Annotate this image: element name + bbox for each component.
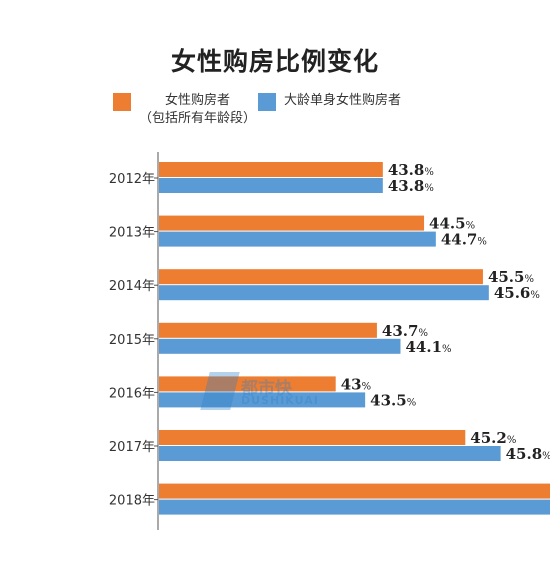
- data-label-unit: %: [442, 344, 452, 355]
- data-label-female-2017: 45.2%: [470, 429, 516, 447]
- legend-sublabel-all-ages: （包括所有年龄段）: [139, 111, 257, 126]
- data-label-unit: %: [542, 451, 550, 462]
- data-label-older-single-2013: 44.7%: [441, 231, 487, 249]
- data-label-unit: %: [466, 221, 476, 232]
- bar-female-2014: [159, 269, 483, 285]
- bar-female-2017: [159, 430, 466, 445]
- bar-female-2018: [159, 483, 550, 499]
- bar-older-single-2017: [159, 446, 501, 461]
- legend-swatch-orange: [113, 93, 131, 111]
- data-label-unit: %: [418, 328, 428, 339]
- category-label-2015: 2015年: [109, 333, 155, 348]
- category-label-2017: 2017年: [109, 440, 155, 455]
- data-label-older-single-2016: 43.5%: [370, 391, 416, 409]
- data-label-unit: %: [424, 167, 434, 178]
- legend-label-older-single-female-buyers: 大龄单身女性购房者: [284, 93, 402, 108]
- data-label-unit: %: [424, 183, 434, 194]
- legend-label-female-buyers: 女性购房者: [165, 93, 231, 108]
- category-label-2016: 2016年: [109, 386, 155, 401]
- bar-older-single-2012: [159, 178, 383, 193]
- legend-item-female-buyers: 女性购房者 （包括所有年龄段）: [113, 92, 256, 128]
- bar-female-2013: [159, 215, 425, 231]
- data-label-unit: %: [477, 237, 487, 248]
- category-label-2018: 2018年: [109, 494, 155, 509]
- data-label-unit: %: [362, 381, 372, 392]
- category-label-2014: 2014年: [109, 279, 155, 294]
- bar-older-single-2015: [159, 338, 401, 354]
- data-label-older-single-2014: 45.6%: [494, 284, 540, 302]
- data-label-unit: %: [407, 397, 417, 408]
- bar-older-single-2016: [159, 392, 366, 408]
- data-label-older-single-2017: 45.8%: [506, 445, 550, 463]
- bar-female-2012: [159, 162, 383, 177]
- data-label-female-2015: 43.7%: [382, 322, 428, 340]
- data-label-female-2016: 43%: [341, 375, 371, 393]
- data-label-older-single-2015: 44.1%: [405, 338, 451, 356]
- data-label-unit: %: [507, 435, 517, 446]
- category-label-2013: 2013年: [109, 226, 155, 241]
- data-label-older-single-2012: 43.8%: [388, 177, 434, 195]
- data-label-female-2012: 43.8%: [388, 161, 434, 179]
- category-label-2012: 2012年: [109, 172, 155, 187]
- bar-female-2015: [159, 322, 377, 338]
- bar-female-2016: [159, 376, 336, 392]
- data-label-female-2014: 45.5%: [488, 268, 534, 286]
- data-label-unit: %: [530, 290, 540, 301]
- bar-older-single-2014: [159, 285, 489, 301]
- watermark-subtext: DUSHIKUAI: [241, 394, 319, 407]
- data-label-unit: %: [524, 274, 534, 285]
- legend-item-older-single-female-buyers: 大龄单身女性购房者: [258, 92, 401, 111]
- bar-older-single-2018: [159, 499, 550, 515]
- legend-swatch-blue: [258, 93, 276, 111]
- watermark-text: 都市快: [241, 379, 292, 399]
- bar-older-single-2013: [159, 231, 436, 247]
- data-label-female-2013: 44.5%: [429, 215, 475, 233]
- chart-title: 女性购房比例变化: [170, 47, 379, 76]
